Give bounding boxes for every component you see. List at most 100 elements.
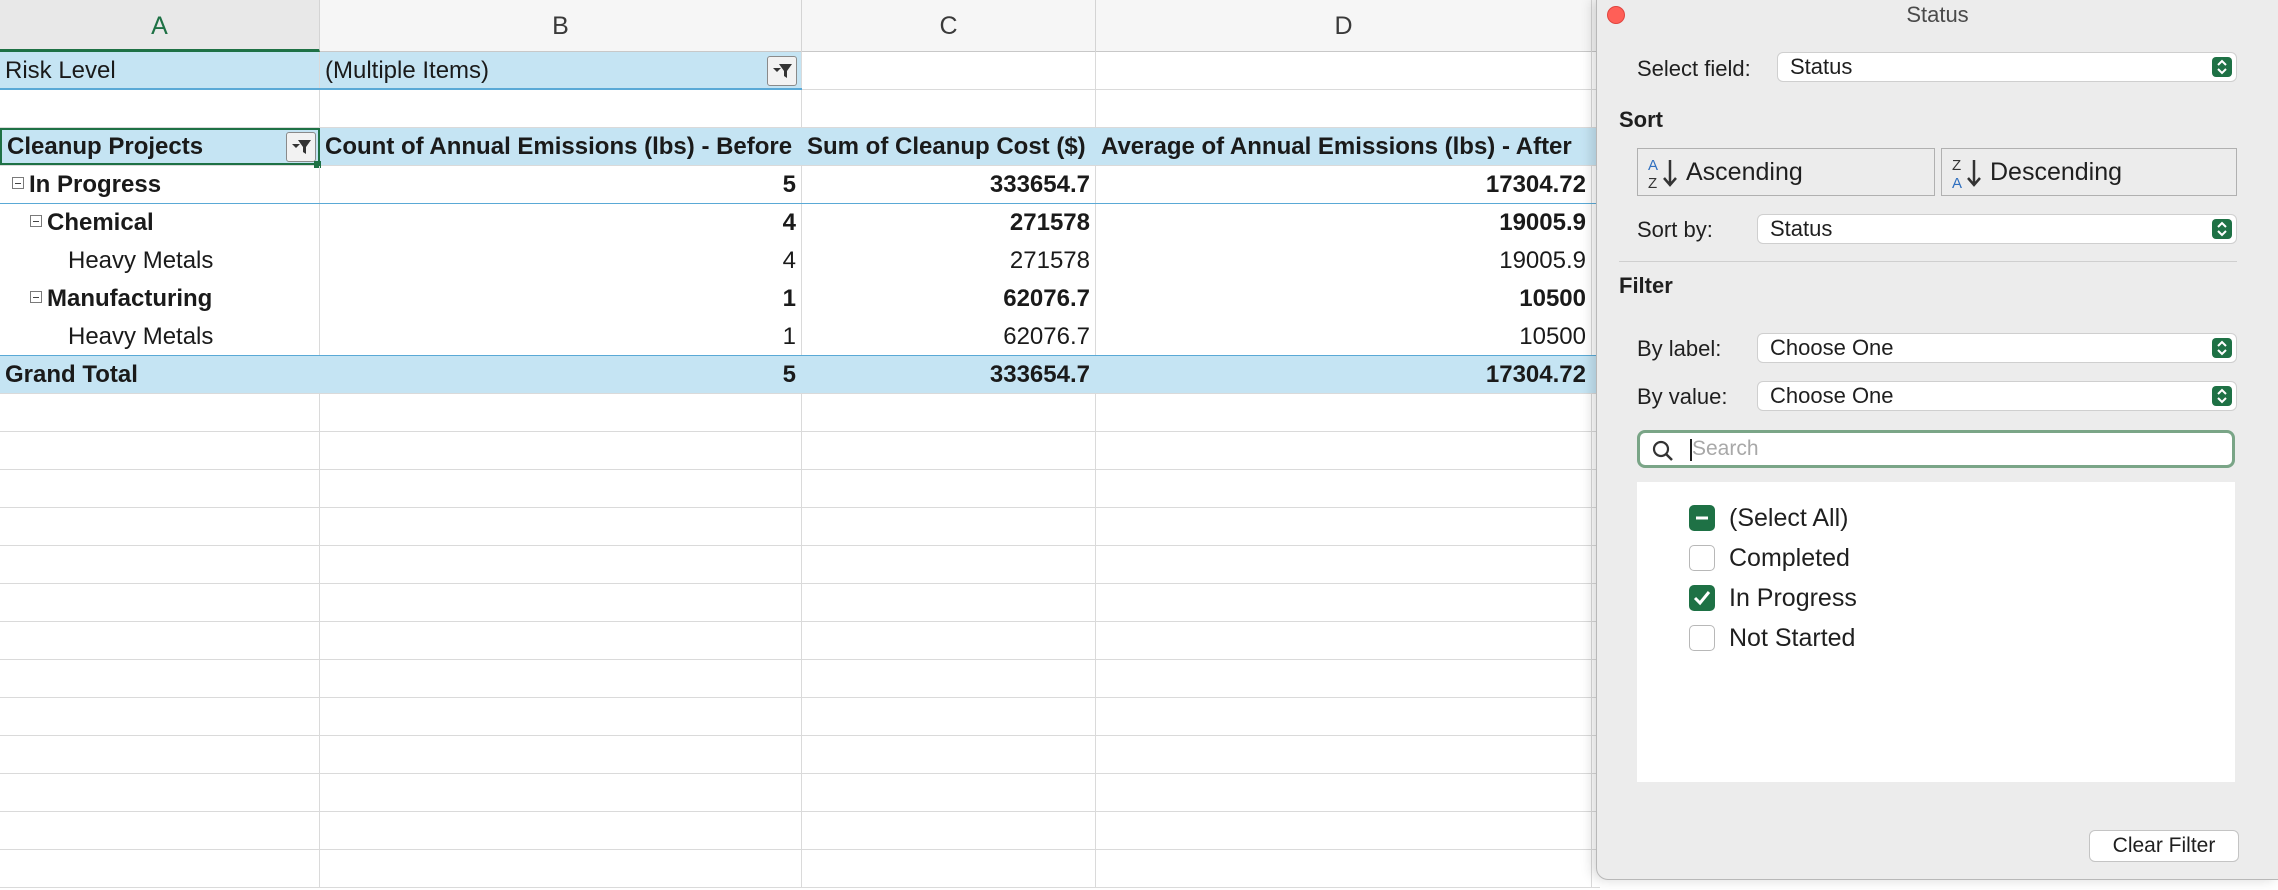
sort-ascending-button[interactable]: A Z Ascending bbox=[1637, 148, 1935, 196]
fill-handle[interactable] bbox=[314, 161, 321, 168]
cell[interactable] bbox=[320, 90, 802, 127]
collapse-icon[interactable] bbox=[30, 291, 42, 303]
cell[interactable] bbox=[0, 660, 320, 697]
pivot-value-d[interactable]: 19005.9 bbox=[1096, 242, 1592, 280]
cell[interactable] bbox=[802, 394, 1096, 431]
cell[interactable] bbox=[1096, 432, 1592, 469]
cell[interactable] bbox=[1096, 52, 1592, 89]
cell[interactable] bbox=[320, 850, 802, 887]
pivot-value-c[interactable]: 271578 bbox=[802, 204, 1096, 242]
pivot-col-header-b[interactable]: Count of Annual Emissions (lbs) - Before bbox=[325, 133, 793, 160]
cell[interactable] bbox=[1096, 774, 1592, 811]
checkbox-mixed[interactable] bbox=[1689, 505, 1715, 531]
cell[interactable] bbox=[320, 394, 802, 431]
column-header-a[interactable]: A bbox=[0, 0, 320, 52]
cell[interactable] bbox=[320, 470, 802, 507]
cell[interactable] bbox=[1096, 622, 1592, 659]
checkbox-unchecked[interactable] bbox=[1689, 625, 1715, 651]
cell[interactable] bbox=[802, 774, 1096, 811]
pivot-value-c[interactable]: 333654.7 bbox=[989, 361, 1090, 388]
cell[interactable] bbox=[802, 660, 1096, 697]
sort-by-dropdown[interactable]: Status bbox=[1757, 214, 2237, 244]
pivot-value-d[interactable]: 10500 bbox=[1096, 280, 1592, 318]
cell[interactable] bbox=[320, 432, 802, 469]
cell[interactable] bbox=[1096, 660, 1592, 697]
pivot-value-b[interactable]: 4 bbox=[320, 242, 802, 280]
collapse-icon[interactable] bbox=[30, 215, 42, 227]
pivot-value-b[interactable]: 1 bbox=[320, 318, 802, 355]
report-filter-label[interactable]: Risk Level bbox=[0, 52, 320, 89]
pivot-value-b[interactable]: 1 bbox=[320, 280, 802, 318]
cell[interactable] bbox=[0, 774, 320, 811]
pivot-row-label[interactable]: In Progress bbox=[0, 166, 320, 203]
cell[interactable] bbox=[1096, 470, 1592, 507]
cell[interactable] bbox=[320, 546, 802, 583]
pivot-value-b[interactable]: 5 bbox=[320, 166, 802, 203]
column-header-c[interactable]: C bbox=[802, 0, 1096, 52]
cell[interactable] bbox=[0, 850, 320, 887]
cell[interactable] bbox=[0, 470, 320, 507]
cell[interactable] bbox=[802, 850, 1096, 887]
cell[interactable] bbox=[802, 470, 1096, 507]
cell[interactable] bbox=[1096, 736, 1592, 773]
cell[interactable] bbox=[0, 584, 320, 621]
pivot-value-b[interactable]: 5 bbox=[782, 361, 796, 388]
cell[interactable] bbox=[1096, 584, 1592, 621]
cell[interactable] bbox=[802, 812, 1096, 849]
pivot-row-label[interactable]: Manufacturing bbox=[0, 280, 320, 318]
cell[interactable] bbox=[320, 774, 802, 811]
cell[interactable] bbox=[1096, 850, 1592, 887]
pivot-value-d[interactable]: 10500 bbox=[1096, 318, 1592, 355]
checkbox-checked[interactable] bbox=[1689, 585, 1715, 611]
pivot-value-d[interactable]: 19005.9 bbox=[1096, 204, 1592, 242]
pivot-value-c[interactable]: 271578 bbox=[802, 242, 1096, 280]
cell[interactable] bbox=[1096, 394, 1592, 431]
pivot-value-c[interactable]: 62076.7 bbox=[802, 318, 1096, 355]
cell[interactable] bbox=[0, 698, 320, 735]
pivot-row-label-header[interactable]: Cleanup Projects bbox=[0, 128, 320, 165]
cell[interactable] bbox=[0, 812, 320, 849]
select-field-dropdown[interactable]: Status bbox=[1777, 52, 2237, 82]
cell[interactable] bbox=[320, 584, 802, 621]
cell[interactable] bbox=[0, 622, 320, 659]
pivot-value-d[interactable]: 17304.72 bbox=[1096, 166, 1592, 203]
cell[interactable] bbox=[320, 698, 802, 735]
cell[interactable] bbox=[320, 508, 802, 545]
cell[interactable] bbox=[802, 90, 1096, 127]
cell[interactable] bbox=[0, 432, 320, 469]
cell[interactable] bbox=[802, 622, 1096, 659]
cell[interactable] bbox=[1096, 546, 1592, 583]
by-value-dropdown[interactable]: Choose One bbox=[1757, 381, 2237, 411]
pivot-value-c[interactable]: 333654.7 bbox=[802, 166, 1096, 203]
pivot-row-label[interactable]: Chemical bbox=[0, 204, 320, 242]
search-input[interactable]: Search bbox=[1637, 430, 2235, 468]
row-label-filter-button[interactable] bbox=[286, 132, 316, 162]
cell[interactable] bbox=[0, 736, 320, 773]
cell[interactable] bbox=[0, 394, 320, 431]
cell[interactable] bbox=[802, 546, 1096, 583]
cell[interactable] bbox=[0, 508, 320, 545]
cell[interactable] bbox=[802, 698, 1096, 735]
pivot-row-label[interactable]: Heavy Metals bbox=[0, 318, 320, 355]
pivot-row-label[interactable]: Heavy Metals bbox=[0, 242, 320, 280]
cell[interactable] bbox=[802, 584, 1096, 621]
cell[interactable] bbox=[0, 90, 320, 127]
clear-filter-button[interactable]: Clear Filter bbox=[2089, 830, 2239, 862]
cell[interactable] bbox=[802, 432, 1096, 469]
cell[interactable] bbox=[320, 622, 802, 659]
report-filter-value[interactable]: (Multiple Items) bbox=[320, 52, 802, 89]
cell[interactable] bbox=[1096, 698, 1592, 735]
cell[interactable] bbox=[320, 660, 802, 697]
collapse-icon[interactable] bbox=[12, 177, 24, 189]
sort-descending-button[interactable]: Z A Descending bbox=[1941, 148, 2237, 196]
cell[interactable] bbox=[1096, 90, 1592, 127]
cell[interactable] bbox=[1096, 508, 1592, 545]
pivot-value-c[interactable]: 62076.7 bbox=[802, 280, 1096, 318]
cell[interactable] bbox=[802, 736, 1096, 773]
column-header-d[interactable]: D bbox=[1096, 0, 1592, 52]
column-header-b[interactable]: B bbox=[320, 0, 802, 52]
cell[interactable] bbox=[802, 508, 1096, 545]
pivot-row-label[interactable]: Grand Total bbox=[5, 361, 138, 388]
pivot-value-b[interactable]: 4 bbox=[320, 204, 802, 242]
cell[interactable] bbox=[0, 546, 320, 583]
